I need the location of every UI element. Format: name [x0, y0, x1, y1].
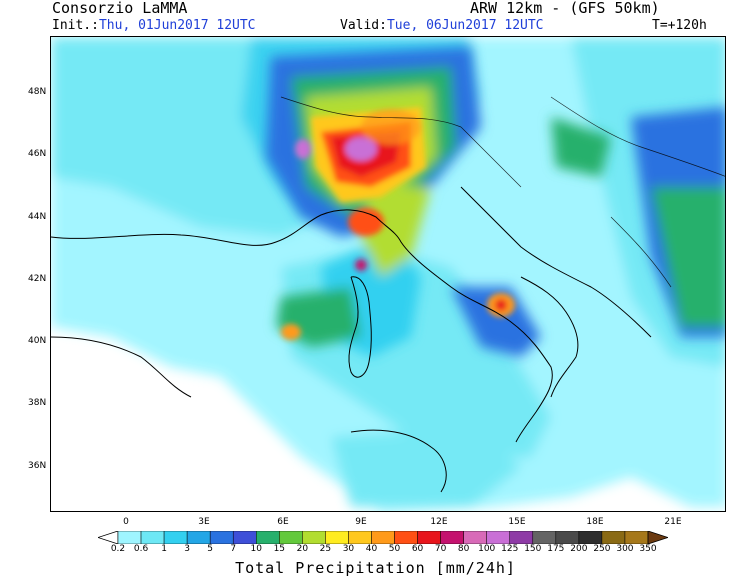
colorbar-swatch: [578, 531, 603, 544]
colorbar-swatch: [371, 531, 395, 544]
org-title: Consorzio LaMMA: [52, 0, 188, 17]
colorbar-swatch: [279, 531, 303, 544]
colorbar-label: 3: [184, 544, 190, 554]
lon-tick-9e: 9E: [355, 517, 367, 527]
lat-tick-42n: 42N: [28, 274, 47, 284]
precipitation-map: [50, 36, 726, 512]
colorbar-swatch: [509, 531, 534, 544]
colorbar-label: 100: [478, 544, 496, 554]
colorbar-low-arrow: [98, 531, 119, 544]
colorbar-label: 20: [296, 544, 309, 554]
colorbar-label: 300: [616, 544, 634, 554]
colorbar-label: 30: [342, 544, 355, 554]
colorbar-label: 40: [365, 544, 378, 554]
init-value: Thu, 01Jun2017 12UTC: [98, 18, 256, 33]
colorbar-swatch: [325, 531, 349, 544]
colorbar-swatch: [302, 531, 326, 544]
init-time: Init.:Thu, 01Jun2017 12UTC: [52, 19, 256, 33]
colorbar-label: 250: [593, 544, 611, 554]
lon-tick-6e: 6E: [277, 517, 289, 527]
lon-tick-12e: 12E: [430, 517, 448, 527]
colorbar-label: 0.6: [133, 544, 149, 554]
colorbar-label: 0.2: [110, 544, 126, 554]
colorbar-label: 70: [434, 544, 447, 554]
colorbar-label: 25: [319, 544, 332, 554]
lon-tick-21e: 21E: [664, 517, 682, 527]
colorbar-label: 350: [639, 544, 657, 554]
colorbar-swatch: [463, 531, 487, 544]
model-title: ARW 12km - (GFS 50km): [470, 0, 660, 17]
colorbar: [98, 531, 668, 544]
colorbar-swatch: [209, 531, 234, 544]
init-label: Init.:: [52, 18, 99, 33]
colorbar-swatch: [440, 531, 464, 544]
colorbar-label: 200: [570, 544, 588, 554]
colorbar-label: 1: [161, 544, 167, 554]
colorbar-swatch: [140, 531, 165, 544]
lat-tick-44n: 44N: [28, 212, 47, 222]
lead-time: T=+120h: [652, 18, 707, 33]
colorbar-label: 5: [207, 544, 214, 554]
colorbar-swatch: [163, 531, 188, 544]
lon-tick-18e: 18E: [586, 517, 604, 527]
colorbar-swatch: [394, 531, 418, 544]
precip-field-moderate: [266, 47, 725, 357]
colorbar-swatch: [624, 531, 649, 544]
lon-tick-0: 0: [123, 517, 129, 527]
colorbar-swatch: [348, 531, 372, 544]
colorbar-swatch: [555, 531, 580, 544]
lat-tick-38n: 38N: [28, 398, 47, 408]
colorbar-swatch: [532, 531, 557, 544]
colorbar-label: 10: [250, 544, 262, 554]
colorbar-label: 50: [388, 544, 401, 554]
lon-tick-15e: 15E: [508, 517, 526, 527]
colorbar-swatch: [486, 531, 510, 544]
lat-tick-46n: 46N: [28, 149, 47, 159]
colorbar-high-arrow: [647, 531, 668, 544]
borders: [280, 96, 725, 288]
colorbar-label: 7: [230, 544, 237, 554]
coastlines: [51, 186, 652, 493]
colorbar-label: 125: [501, 544, 519, 554]
colorbar-label: 175: [547, 544, 565, 554]
colorbar-swatch: [232, 531, 257, 544]
lat-tick-40n: 40N: [28, 336, 47, 346]
valid-time: Valid:Tue, 06Jun2017 12UTC: [340, 19, 544, 33]
colorbar-label: 150: [524, 544, 542, 554]
colorbar-swatch: [256, 531, 280, 544]
colorbar-swatch: [601, 531, 626, 544]
colorbar-label: 80: [457, 544, 470, 554]
colorbar-swatch: [186, 531, 211, 544]
colorbar-swatch: [117, 531, 142, 544]
lat-tick-36n: 36N: [28, 461, 47, 471]
colorbar-label: 15: [273, 544, 286, 554]
valid-label: Valid:: [340, 18, 387, 33]
valid-value: Tue, 06Jun2017 12UTC: [386, 18, 544, 33]
lat-tick-48n: 48N: [28, 87, 47, 97]
colorbar-label: 60: [411, 544, 424, 554]
colorbar-swatch: [417, 531, 441, 544]
precip-field-heavy: [281, 107, 515, 340]
colorbar-title: Total Precipitation [mm/24h]: [235, 559, 516, 577]
lon-tick-3e: 3E: [198, 517, 210, 527]
